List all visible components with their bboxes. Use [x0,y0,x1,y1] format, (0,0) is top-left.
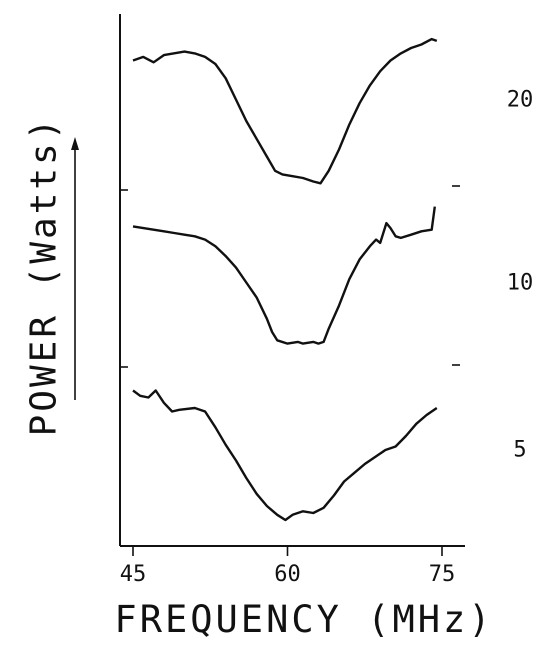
x-tick-label-0: 45 [120,562,147,587]
series-line-5 [132,389,438,522]
y-axis-label: POWER (Watts) [24,116,65,437]
series-label-10: 10 [507,271,534,296]
plot-frame [119,14,465,547]
up-arrow-head [71,137,79,150]
series-layer [132,37,438,522]
x-axis-label: FREQUENCY (MHz) [114,598,493,641]
series-label-5: 5 [513,438,526,463]
x-tick-label-2: 75 [429,562,456,587]
series-labels: 20 10 5 [507,88,534,463]
x-tick-label-1: 60 [274,562,301,587]
x-ticks: 45 60 75 [120,546,456,587]
side-ticks [120,185,460,368]
series-line-20 [132,37,438,185]
up-arrow [71,137,79,400]
series-line-10 [132,206,436,345]
series-label-20: 20 [507,88,534,113]
